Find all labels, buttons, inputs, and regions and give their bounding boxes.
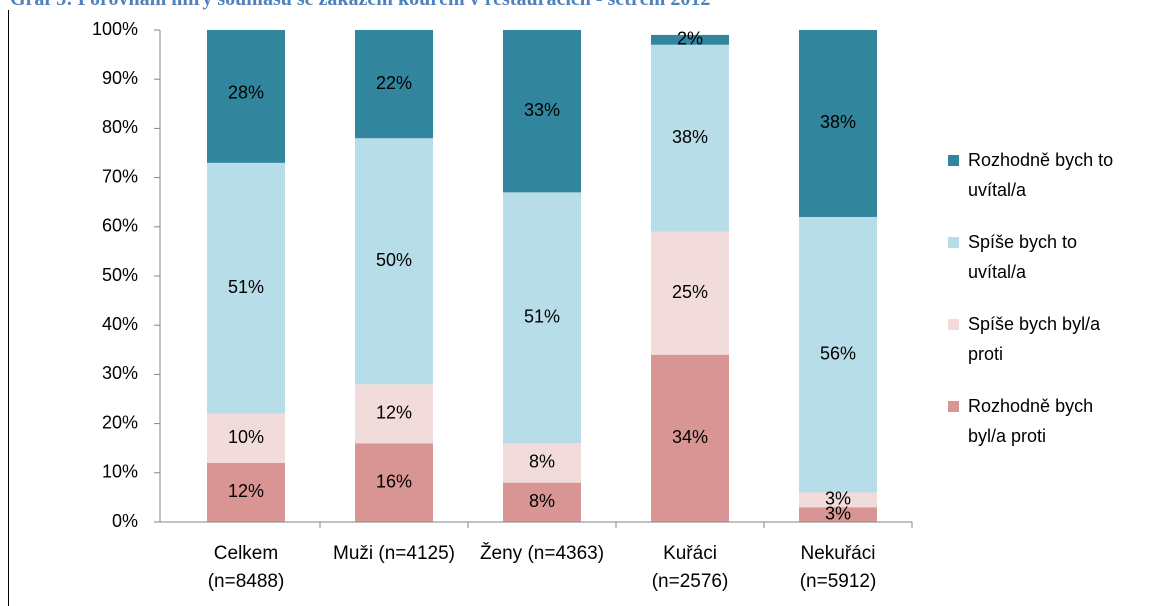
data-label: 12%: [376, 403, 412, 423]
data-label: 51%: [524, 307, 560, 327]
legend-item: Spíše bych byl/a proti: [948, 309, 1118, 369]
data-label: 22%: [376, 73, 412, 93]
bar-segment: [799, 216, 877, 493]
x-tick-label: Nekuřáci (n=5912): [799, 543, 877, 592]
data-label: 50%: [376, 250, 412, 270]
bar-segment: [799, 30, 877, 217]
data-label: 38%: [672, 127, 708, 147]
legend-item: Spíše bych to uvítal/a: [948, 227, 1118, 287]
y-tick-label: 40%: [102, 314, 138, 334]
data-label: 10%: [228, 427, 264, 447]
x-tick-label: Ženy (n=4363): [479, 543, 605, 564]
legend-item: Rozhodně bych byl/a proti: [948, 391, 1118, 451]
y-tick-label: 90%: [102, 68, 138, 88]
data-label: 3%: [825, 503, 851, 523]
legend-swatch: [948, 237, 959, 248]
bar-segment: [651, 44, 729, 232]
y-tick-label: 0%: [112, 511, 138, 531]
y-tick-label: 20%: [102, 412, 138, 432]
data-label: 51%: [228, 277, 264, 297]
y-tick-label: 60%: [102, 216, 138, 236]
data-label: 8%: [529, 491, 555, 511]
data-label: 12%: [228, 481, 264, 501]
chart-title: Graf 5: Porovnání míry souhlasu se zákaz…: [10, 0, 710, 11]
bar-segment: [207, 162, 285, 414]
y-tick-label: 10%: [102, 462, 138, 482]
bar-segment: [651, 354, 729, 522]
bar-segment: [799, 507, 877, 522]
bar-segment: [355, 384, 433, 444]
data-label: 33%: [524, 100, 560, 120]
data-label: 3%: [825, 489, 851, 509]
bar-segment: [355, 30, 433, 139]
x-tick-label: Muži (n=4125): [333, 543, 455, 564]
data-label: 56%: [820, 343, 856, 363]
legend-label: Spíše bych to uvítal/a: [968, 232, 1078, 282]
legend-label: Rozhodně bych to uvítal/a: [968, 150, 1114, 200]
bar-segment: [651, 231, 729, 355]
bar-segment: [503, 192, 581, 444]
legend-label: Spíše bych byl/a proti: [968, 314, 1101, 364]
y-tick-label: 80%: [102, 117, 138, 137]
bar-segment: [207, 462, 285, 522]
data-label: 8%: [529, 452, 555, 472]
legend-item: Rozhodně bych to uvítal/a: [948, 145, 1118, 205]
x-tick-label: Kuřáci (n=2576): [651, 543, 729, 592]
bar-segment: [207, 413, 285, 463]
x-tick-label: Celkem (n=8488): [207, 543, 285, 592]
data-label: 28%: [228, 83, 264, 103]
data-label: 38%: [820, 112, 856, 132]
y-tick-label: 30%: [102, 363, 138, 383]
bar-segment: [207, 30, 285, 163]
y-tick-label: 50%: [102, 265, 138, 285]
data-label: 16%: [376, 471, 412, 491]
legend-swatch: [948, 155, 959, 166]
bar-segment: [651, 34, 729, 45]
bar-segment: [503, 482, 581, 522]
data-label: 2%: [677, 29, 703, 49]
legend-swatch: [948, 401, 959, 412]
data-label: 25%: [672, 282, 708, 302]
legend-swatch: [948, 319, 959, 330]
bar-segment: [799, 492, 877, 508]
bar-segment: [355, 443, 433, 522]
legend-label: Rozhodně bych byl/a proti: [968, 396, 1094, 446]
bar-segment: [355, 138, 433, 385]
bar-segment: [503, 443, 581, 483]
y-tick-label: 70%: [102, 166, 138, 186]
y-tick-label: 100%: [92, 19, 138, 39]
bar-segment: [503, 30, 581, 193]
data-label: 34%: [672, 427, 708, 447]
plot-area: [207, 30, 877, 522]
